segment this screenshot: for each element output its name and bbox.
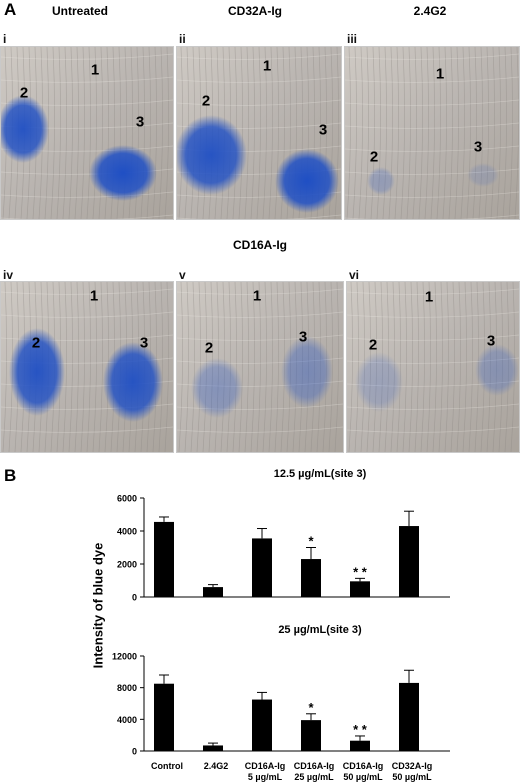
y-tick-label: 12000: [112, 652, 137, 662]
skin-photo-i: [0, 46, 174, 220]
site-label-1: 1: [89, 287, 99, 305]
panel-label-i: i: [3, 32, 7, 46]
y-tick-label: 6000: [117, 494, 137, 504]
site-label-2: 2: [19, 84, 29, 102]
site-label-1: 1: [262, 57, 272, 75]
panel-label-iv: iv: [3, 268, 14, 282]
significance-marker: *: [308, 534, 314, 549]
panel-label-iii: iii: [347, 32, 358, 46]
bar: [399, 526, 419, 597]
site-label-2: 2: [369, 148, 379, 166]
col-title-untreated: Untreated: [51, 4, 108, 18]
site-label-1: 1: [424, 288, 434, 306]
x-tick-cd16a-50: CD16A-Ig 50 µg/mL: [342, 761, 384, 782]
bar: [252, 699, 272, 751]
panel-b-letter: B: [4, 466, 17, 485]
site-label-2: 2: [31, 334, 41, 352]
site-label-3: 3: [486, 332, 496, 350]
site-label-3: 3: [473, 138, 483, 156]
site-label-1: 1: [435, 65, 445, 83]
site-label-3: 3: [135, 113, 145, 131]
x-tick-cd32a-50: CD32A-Ig 50 µg/mL: [391, 761, 433, 782]
skin-photo-v: [176, 281, 344, 453]
row2-title-cd16a: CD16A-Ig: [232, 238, 287, 252]
panel-label-vi: vi: [349, 268, 360, 282]
bar: [252, 538, 272, 597]
site-label-2: 2: [201, 92, 211, 110]
chart-title-bottom: 25 µg/mL(site 3): [278, 624, 362, 636]
site-label-3: 3: [298, 328, 308, 346]
site-label-3: 3: [318, 121, 328, 139]
skin-photo-iii: [344, 46, 520, 220]
col-title-cd32a: CD32A-Ig: [227, 4, 282, 18]
significance-marker: * *: [353, 722, 368, 737]
significance-marker: * *: [353, 564, 368, 579]
y-tick-label: 2000: [117, 560, 137, 570]
x-tick-24g2: 2.4G2: [203, 761, 229, 771]
panel-a-letter: A: [4, 0, 17, 19]
bar: [399, 682, 419, 751]
x-tick-control: Control: [151, 761, 183, 771]
y-tick-label: 8000: [117, 683, 137, 693]
significance-marker: *: [308, 700, 314, 715]
skin-photo-vi: [346, 281, 520, 453]
site-label-2: 2: [204, 339, 214, 357]
site-label-2: 2: [368, 336, 378, 354]
bar-chart-top: 0 2000 4000 6000 * * *: [117, 494, 450, 603]
panel-label-ii: ii: [179, 32, 186, 46]
site-label-1: 1: [252, 287, 262, 305]
chart-title-top: 12.5 µg/mL(site 3): [273, 468, 367, 480]
site-label-1: 1: [90, 61, 100, 79]
bar: [203, 587, 223, 597]
bar: [154, 683, 174, 751]
panel-label-v: v: [179, 268, 186, 282]
bar: [301, 559, 321, 597]
skin-photo-ii: [176, 46, 342, 220]
y-tick-label: 0: [132, 747, 137, 757]
skin-photo-iv: [0, 281, 174, 453]
bar: [154, 521, 174, 597]
bar: [350, 740, 370, 751]
y-tick-label: 4000: [117, 715, 137, 725]
x-tick-cd16a-25: CD16A-Ig 25 µg/mL: [293, 761, 335, 782]
bar-chart-bottom: 0 4000 8000 12000 * * *: [112, 652, 450, 757]
bar: [301, 720, 321, 751]
bar: [203, 745, 223, 751]
site-label-3: 3: [139, 334, 149, 352]
x-tick-cd16a-5: CD16A-Ig 5 µg/mL: [244, 761, 286, 782]
col-title-24g2: 2.4G2: [413, 4, 447, 18]
bar: [350, 581, 370, 597]
y-tick-label: 0: [132, 593, 137, 603]
y-tick-label: 4000: [117, 527, 137, 537]
